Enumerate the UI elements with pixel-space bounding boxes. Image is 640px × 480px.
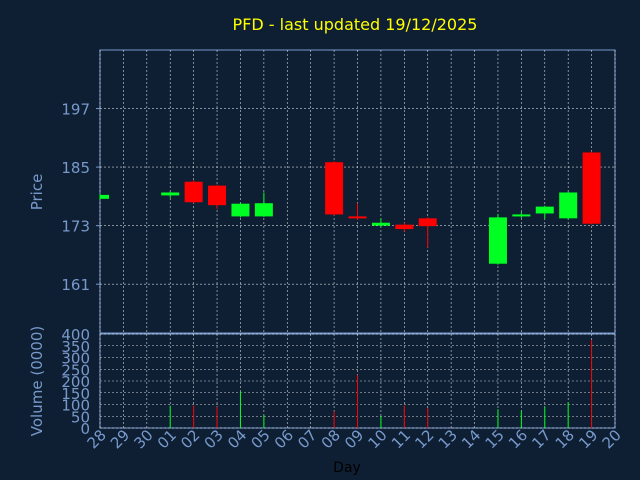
candle-body [348,216,367,219]
candle-body [254,203,273,217]
volume-tick-label: 300 [61,350,90,368]
x-tick-label: 13 [435,426,461,452]
candle-body [488,217,507,264]
price-tick-label: 197 [61,101,90,119]
price-tick-label: 173 [61,218,90,236]
x-tick-label: 29 [107,426,133,452]
candle-body [100,194,109,199]
chart-title: PFD - last updated 19/12/2025 [233,15,478,34]
candle-body [184,181,203,203]
volume-tick-label: 50 [71,408,90,426]
volume-tick-label: 350 [61,338,90,356]
candle-body [559,192,578,219]
candle-body [231,203,250,217]
x-tick-label: 30 [130,426,156,452]
x-tick-label: 07 [294,426,320,452]
x-tick-label: 14 [458,426,484,452]
price-tick-label: 185 [61,159,90,177]
volume-tick-label: 150 [61,385,90,403]
x-tick-label: 10 [365,426,391,452]
x-tick-label: 20 [599,426,625,452]
candle-body [582,152,601,224]
x-tick-label: 09 [341,426,367,452]
x-tick-label: 12 [411,426,437,452]
price-panel: 161 173 185 197 [61,49,616,334]
x-tick-label: 01 [154,426,180,452]
candle-body [161,192,180,196]
x-tick-label: 05 [247,426,273,452]
volume-tick-label: 250 [61,361,90,379]
x-tick-label: 18 [552,426,578,452]
x-axis: 2829300102030405060708091011121314151617… [84,426,625,452]
x-tick-label: 06 [271,426,297,452]
x-tick-label: 08 [318,426,344,452]
candle-body [535,206,554,214]
volume-axis-label: Volume (0000) [28,326,46,436]
x-tick-label: 03 [201,426,227,452]
x-tick-label: 02 [177,426,203,452]
candle-body [512,214,531,217]
candle-body [371,222,390,226]
volume-tick-label: 100 [61,397,90,415]
x-tick-label: 04 [224,426,250,452]
x-tick-label: 19 [575,426,601,452]
x-axis-label: Day [333,460,361,476]
price-axis-label: Price [28,174,46,211]
x-tick-label: 15 [482,426,508,452]
candle-body [325,162,344,215]
candle-body [208,185,227,206]
candle-body [395,224,414,230]
candle-body [418,218,437,227]
volume-tick-label: 0 [80,420,90,438]
volume-tick-label: 400 [61,326,90,344]
volume-tick-label: 200 [61,373,90,391]
x-tick-label: 17 [528,426,554,452]
x-tick-label: 16 [505,426,531,452]
price-tick-label: 161 [61,276,90,294]
x-tick-label: 11 [388,426,414,452]
